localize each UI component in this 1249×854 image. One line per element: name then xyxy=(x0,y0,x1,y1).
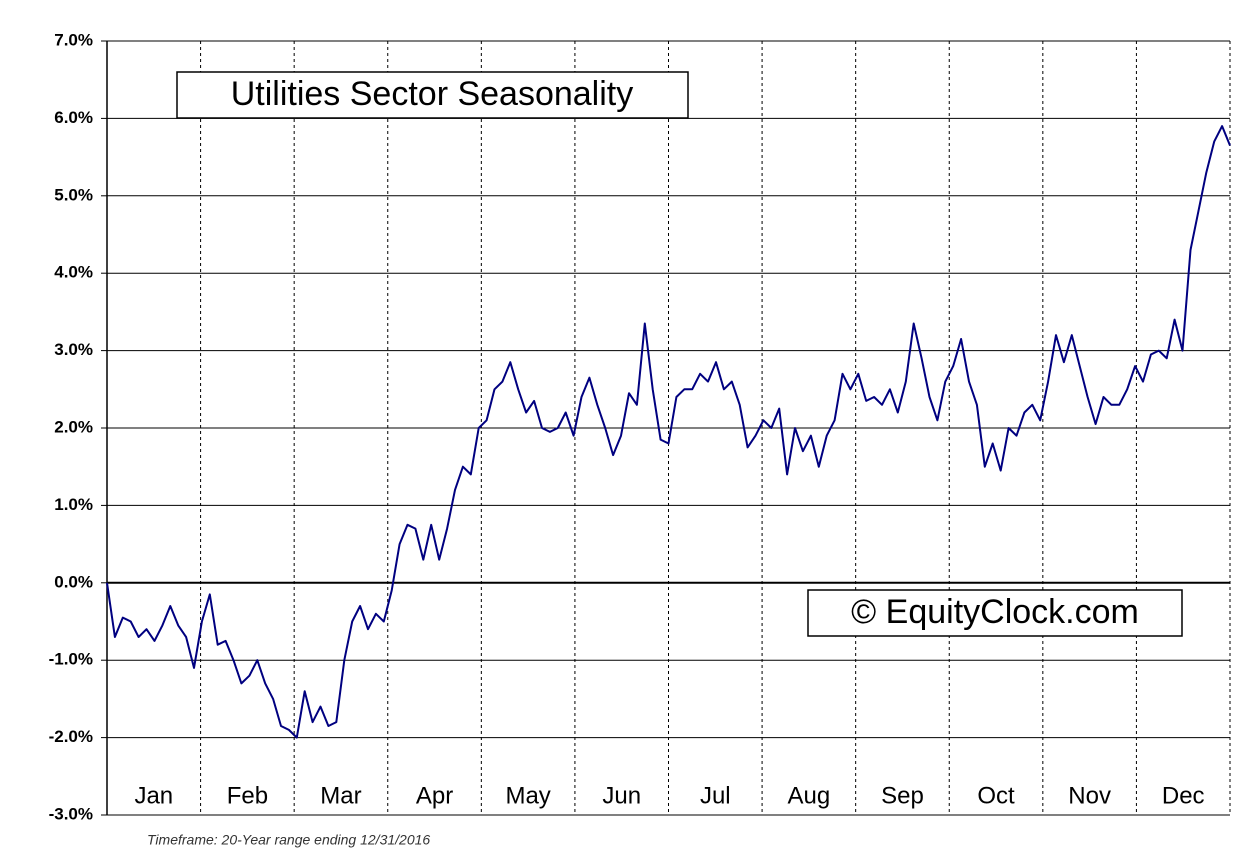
y-tick-label: 0.0% xyxy=(54,572,93,591)
x-tick-label: Dec xyxy=(1162,782,1205,809)
footnote: Timeframe: 20-Year range ending 12/31/20… xyxy=(147,832,430,848)
watermark-box xyxy=(807,589,1183,637)
y-tick-label: 5.0% xyxy=(54,185,93,204)
x-tick-label: Jul xyxy=(700,782,731,809)
y-tick-label: -2.0% xyxy=(49,727,93,746)
x-tick-label: Aug xyxy=(788,782,831,809)
marks xyxy=(106,125,1231,739)
series-line xyxy=(106,125,1231,739)
chart-title: Utilities Sector Seasonality xyxy=(231,75,634,113)
y-tick-label: -3.0% xyxy=(49,804,93,823)
y-tick-label: 4.0% xyxy=(54,263,93,282)
x-tick-label: Oct xyxy=(977,782,1015,809)
y-tick-label: 6.0% xyxy=(54,108,93,127)
x-tick-label: Feb xyxy=(227,782,268,809)
x-tick-label: Jun xyxy=(602,782,641,809)
grid xyxy=(101,40,1231,816)
y-tick-label: 1.0% xyxy=(54,495,93,514)
x-tick-label: Sep xyxy=(881,782,924,809)
x-tick-label: May xyxy=(505,782,550,809)
y-tick-label: -1.0% xyxy=(49,650,93,669)
title-box xyxy=(176,71,689,119)
x-tick-label: Jan xyxy=(134,782,173,809)
y-tick-label: 7.0% xyxy=(54,30,93,49)
y-tick-label: 3.0% xyxy=(54,340,93,359)
watermark: © EquityClock.com xyxy=(851,593,1139,631)
x-tick-label: Mar xyxy=(320,782,361,809)
y-tick-label: 2.0% xyxy=(54,417,93,436)
x-tick-label: Apr xyxy=(416,782,453,809)
x-tick-label: Nov xyxy=(1068,782,1111,809)
